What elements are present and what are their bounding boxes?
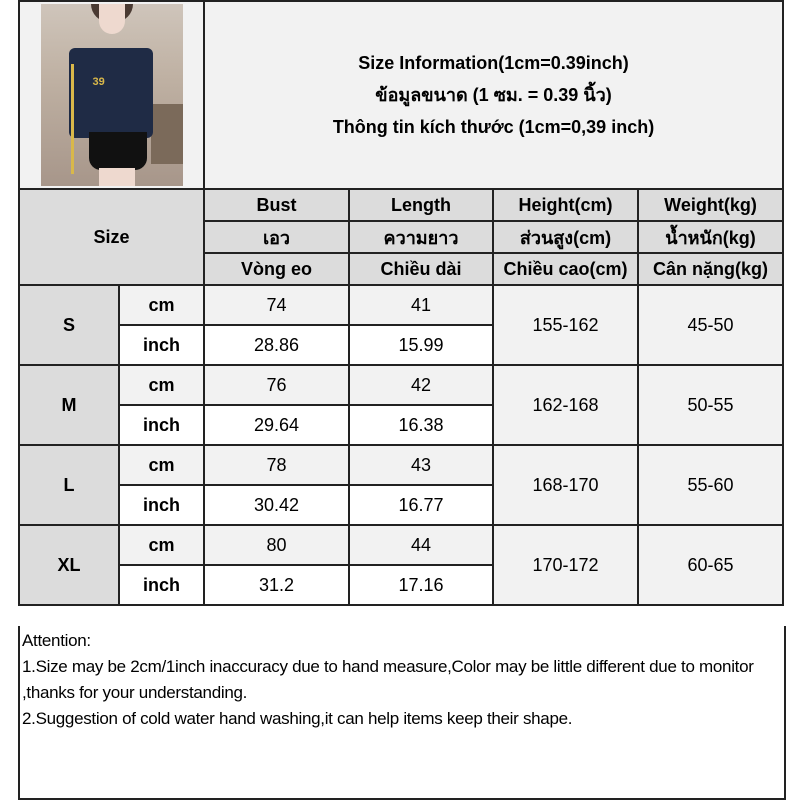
table-row: M cm 76 42 162-168 50-55 [18,364,785,446]
size-information-header: Size Information(1cm=0.39inch) ข้อมูลขนา… [202,0,785,190]
col-length-vi: Chiều dài [348,252,494,286]
size-label: L [18,444,120,526]
table-row: inch 30.42 16.77 [19,484,783,526]
size-column-header: Size [18,188,205,286]
table-row: S cm 74 41 155-162 45-50 [18,284,785,366]
unit-cm: cm [118,364,205,406]
table-row: inch 28.86 15.99 [19,324,783,366]
bust-cm: 80 [203,524,350,566]
size-label: XL [18,524,120,606]
col-weight-th: น้ำหนัก(kg) [636,220,785,254]
bust-inch: 30.42 [203,484,350,526]
height-range: 170-172 [492,524,639,606]
title-thai: ข้อมูลขนาด (1 ซม. = 0.39 นิ้ว) [375,85,612,105]
size-label: M [18,364,120,446]
length-inch: 15.99 [348,324,494,366]
unit-cm: cm [118,444,205,486]
product-photo: 39 [40,4,183,186]
bust-cm: 76 [203,364,350,406]
size-label: S [18,284,120,366]
title-english: Size Information(1cm=0.39inch) [358,53,629,73]
col-bust-en: Bust [203,188,350,222]
col-bust-th: เอว [203,220,350,254]
weight-range: 60-65 [636,524,785,606]
product-photo-cell: 39 [18,0,205,190]
length-inch: 17.16 [348,564,494,606]
table-row: L cm 78 43 168-170 55-60 [18,444,785,526]
table-row: inch 31.2 17.16 [19,564,783,606]
weight-range: 50-55 [636,364,785,446]
title-vietnamese: Thông tin kích thước (1cm=0,39 inch) [332,117,655,137]
unit-cm: cm [118,284,205,326]
attention-line-1: 1.Size may be 2cm/1inch inaccuracy due t… [22,657,754,702]
bust-cm: 78 [203,444,350,486]
length-cm: 44 [348,524,494,566]
attention-line-2: 2.Suggestion of cold water hand washing,… [22,709,573,728]
col-height-th: ส่วนสูง(cm) [492,220,639,254]
attention-title: Attention: [22,631,91,650]
length-inch: 16.38 [348,404,494,446]
table-row: inch 29.64 16.38 [19,404,783,446]
size-chart-table: 39 Size Information(1cm=0.39inch) ข้อมูล… [18,0,785,606]
height-range: 162-168 [492,364,639,446]
length-inch: 16.77 [348,484,494,526]
weight-range: 45-50 [636,284,785,366]
unit-inch: inch [118,564,205,606]
col-weight-vi: Cân nặng(kg) [636,252,785,286]
bust-inch: 31.2 [203,564,350,606]
col-weight-en: Weight(kg) [636,188,785,222]
bust-cm: 74 [203,284,350,326]
col-length-en: Length [348,188,494,222]
table-row: XL cm 80 44 170-172 60-65 [18,524,785,606]
col-length-th: ความยาว [348,220,494,254]
bust-inch: 29.64 [203,404,350,446]
height-range: 155-162 [492,284,639,366]
length-cm: 41 [348,284,494,326]
length-cm: 43 [348,444,494,486]
unit-inch: inch [118,404,205,446]
unit-inch: inch [118,484,205,526]
col-height-vi: Chiều cao(cm) [492,252,639,286]
weight-range: 55-60 [636,444,785,526]
bust-inch: 28.86 [203,324,350,366]
attention-notes: Attention: 1.Size may be 2cm/1inch inacc… [18,626,786,800]
col-bust-vi: Vòng eo [203,252,350,286]
col-height-en: Height(cm) [492,188,639,222]
unit-cm: cm [118,524,205,566]
height-range: 168-170 [492,444,639,526]
length-cm: 42 [348,364,494,406]
unit-inch: inch [118,324,205,366]
